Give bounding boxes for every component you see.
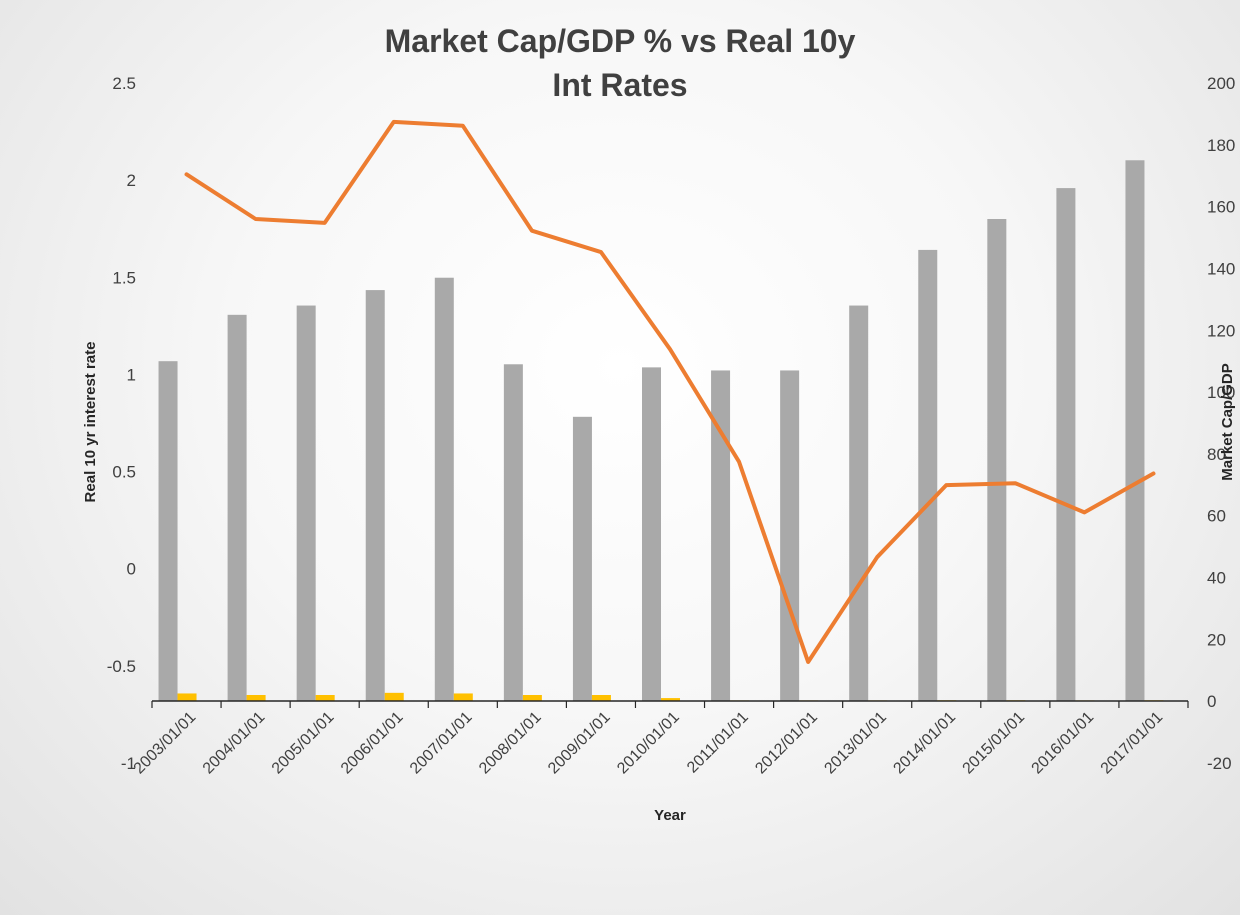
x-axis: 2003/01/01 2004/01/01 2005/01/01 2006/01/01… <box>131 701 1189 778</box>
y-right-tick-label: 80 <box>1207 445 1226 464</box>
y-right-tick-label: 180 <box>1207 136 1235 155</box>
secondary-bar <box>522 695 542 702</box>
y-right-tick-label: 60 <box>1207 507 1226 526</box>
y-axis-left-title: Real 10 yr interest rate <box>82 342 99 503</box>
secondary-bar <box>177 693 197 702</box>
market-cap-bar <box>434 277 454 702</box>
y-right-tick-label: 140 <box>1207 259 1235 278</box>
market-cap-bar <box>1125 160 1145 702</box>
market-cap-bar <box>918 249 938 702</box>
x-tick-label: 2015/01/01 <box>960 709 1029 778</box>
y-right-tick-label: 0 <box>1207 692 1216 711</box>
left-y-axis: -1 -0.5 0 0.5 1 1.5 2 2.5 <box>107 74 136 773</box>
market-cap-bar <box>572 416 592 702</box>
y-right-tick-label: 20 <box>1207 630 1226 649</box>
x-tick-label: 2011/01/01 <box>684 709 752 777</box>
secondary-bar <box>246 695 266 702</box>
x-tick-label: 2012/01/01 <box>752 709 821 778</box>
x-tick-label: 2007/01/01 <box>407 709 476 778</box>
x-tick-label: 2013/01/01 <box>821 709 890 778</box>
y-left-tick-label: 1 <box>127 365 136 384</box>
x-tick-label: 2008/01/01 <box>476 709 545 778</box>
x-tick-label: 2017/01/01 <box>1098 709 1167 778</box>
market-cap-bar <box>780 370 800 702</box>
y-axis-right-title: Market Cap/GDP <box>1219 363 1236 481</box>
market-cap-bar <box>296 305 316 702</box>
interest-rate-line <box>184 119 1156 664</box>
y-left-tick-label: 1.5 <box>112 268 136 287</box>
y-left-tick-label: 0.5 <box>112 463 136 482</box>
market-cap-bar <box>503 364 523 702</box>
x-tick-label: 2014/01/01 <box>890 709 959 778</box>
y-right-tick-label: 120 <box>1207 321 1235 340</box>
interest-rate-line-layer <box>184 119 1156 664</box>
x-axis-title: Year <box>654 807 686 824</box>
x-tick-label: 2003/01/01 <box>131 709 200 778</box>
market-cap-bar <box>642 367 661 702</box>
market-cap-bars <box>158 160 1145 702</box>
y-right-tick-label: 200 <box>1207 74 1235 93</box>
market-cap-bar <box>365 290 385 702</box>
market-cap-bar <box>227 314 247 702</box>
secondary-bar <box>384 692 404 702</box>
y-right-tick-label: 100 <box>1207 383 1235 402</box>
x-tick-label: 2016/01/01 <box>1029 709 1098 778</box>
market-cap-bar <box>158 361 178 702</box>
secondary-bar <box>591 695 611 702</box>
market-cap-bar <box>711 370 731 702</box>
y-right-tick-label: 160 <box>1207 198 1235 217</box>
market-cap-bar <box>1056 188 1076 702</box>
market-cap-bar <box>987 219 1007 702</box>
y-left-tick-label: -1 <box>121 754 136 773</box>
x-tick-label: 2005/01/01 <box>269 709 338 778</box>
x-tick-label: 2009/01/01 <box>545 709 614 778</box>
x-tick-label: 2004/01/01 <box>200 709 269 778</box>
secondary-bar <box>453 693 473 702</box>
y-left-tick-label: 0 <box>127 560 136 579</box>
y-left-tick-label: -0.5 <box>107 657 136 676</box>
y-left-tick-label: 2.5 <box>112 74 136 93</box>
x-tick-label: 2006/01/01 <box>338 709 407 778</box>
y-right-tick-label: 40 <box>1207 569 1226 588</box>
y-right-tick-label: -20 <box>1207 754 1232 773</box>
chart-title-line-1: Market Cap/GDP % vs Real 10y <box>385 23 856 59</box>
market-cap-bar <box>849 305 869 702</box>
chart-title-line-2: Int Rates <box>552 67 687 103</box>
y-left-tick-label: 2 <box>127 171 136 190</box>
secondary-bar <box>661 698 680 702</box>
secondary-bars <box>177 692 1164 702</box>
secondary-bar <box>315 695 335 702</box>
right-y-axis: -20 0 20 40 60 80 100 120 140 160 180 200 <box>1207 74 1235 773</box>
x-tick-label: 2010/01/01 <box>614 709 683 778</box>
